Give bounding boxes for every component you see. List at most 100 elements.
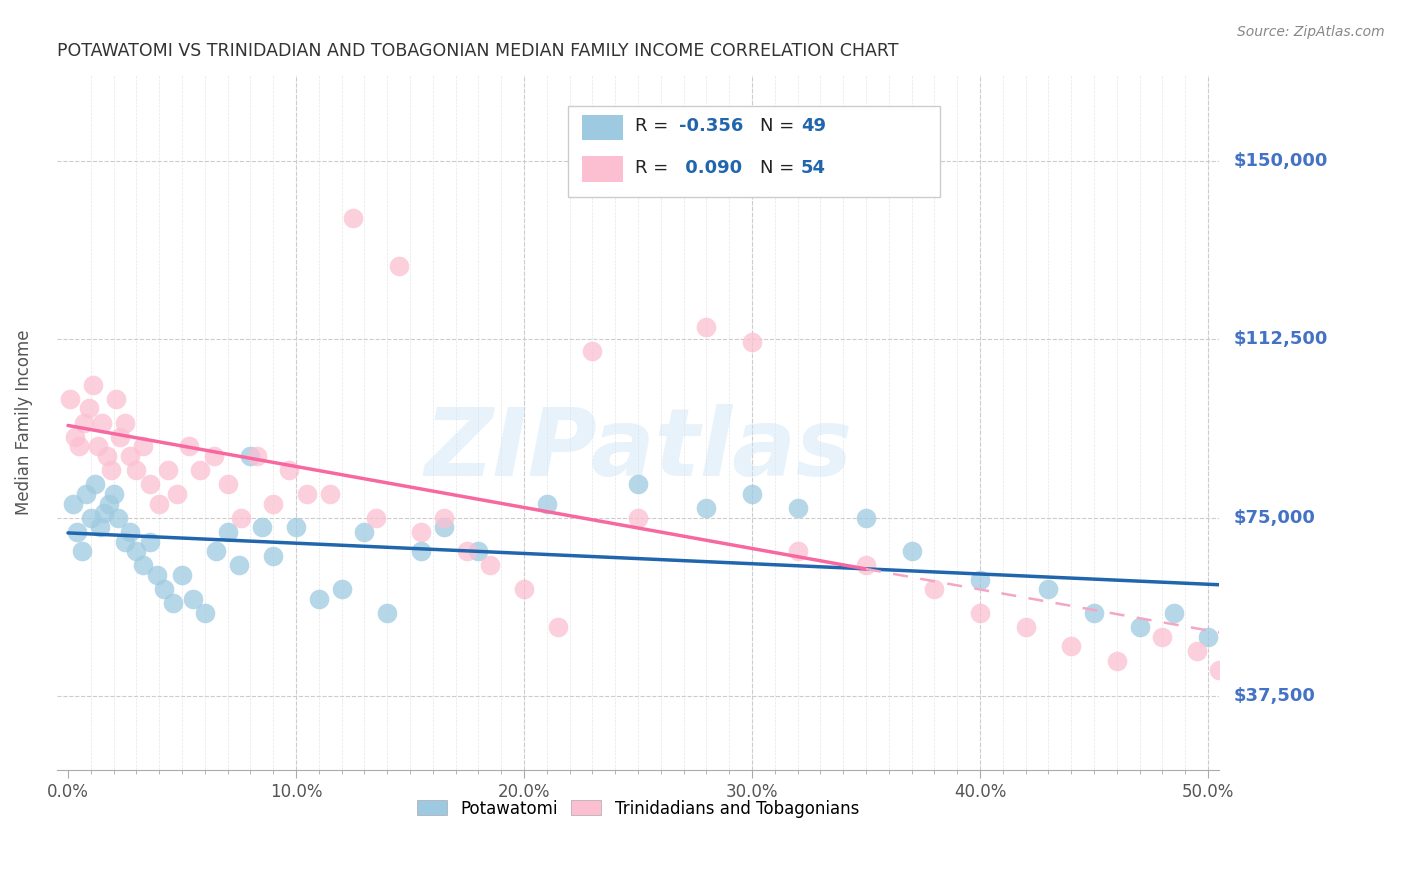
Point — [308, 591, 330, 606]
Point — [75, 487, 97, 501]
Point — [194, 606, 217, 620]
Point — [353, 524, 375, 539]
FancyBboxPatch shape — [582, 156, 623, 181]
Point — [104, 392, 127, 406]
Point — [139, 477, 162, 491]
Point — [285, 520, 308, 534]
Point — [741, 487, 763, 501]
Text: N =: N = — [761, 159, 800, 177]
Point — [900, 544, 922, 558]
Point — [1163, 606, 1185, 620]
Y-axis label: Median Family Income: Median Family Income — [15, 330, 32, 516]
Point — [170, 567, 193, 582]
Point — [188, 463, 211, 477]
Point — [217, 524, 239, 539]
Point — [132, 558, 155, 573]
Point — [433, 510, 456, 524]
Point — [695, 501, 717, 516]
Text: 0.090: 0.090 — [679, 159, 742, 177]
Point — [250, 520, 273, 534]
Text: -0.356: -0.356 — [679, 117, 744, 135]
Point — [364, 510, 387, 524]
Point — [969, 606, 991, 620]
Text: N =: N = — [761, 117, 800, 135]
Text: ZIPatlas: ZIPatlas — [425, 404, 852, 496]
Point — [132, 439, 155, 453]
Point — [125, 463, 148, 477]
Point — [177, 439, 200, 453]
Point — [100, 463, 122, 477]
Point — [855, 510, 877, 524]
Point — [319, 487, 342, 501]
Point — [166, 487, 188, 501]
Point — [262, 496, 284, 510]
Point — [467, 544, 489, 558]
Point — [93, 506, 115, 520]
Point — [388, 259, 411, 273]
Point — [67, 439, 90, 453]
Point — [375, 606, 398, 620]
Point — [627, 510, 650, 524]
Point — [89, 520, 111, 534]
Point — [433, 520, 456, 534]
Point — [217, 477, 239, 491]
Point — [125, 544, 148, 558]
Point — [924, 582, 946, 596]
Point — [146, 567, 169, 582]
Point — [627, 477, 650, 491]
Point — [183, 591, 205, 606]
Point — [969, 573, 991, 587]
Point — [231, 510, 253, 524]
Point — [107, 510, 129, 524]
Point — [513, 582, 536, 596]
Point — [581, 344, 603, 359]
Point — [148, 496, 170, 510]
Point — [80, 510, 103, 524]
Point — [63, 430, 86, 444]
Point — [278, 463, 301, 477]
Point — [536, 496, 558, 510]
Point — [73, 416, 96, 430]
Point — [157, 463, 180, 477]
Point — [297, 487, 319, 501]
Point — [330, 582, 353, 596]
Point — [114, 416, 136, 430]
Point — [239, 449, 262, 463]
FancyBboxPatch shape — [582, 115, 623, 140]
Point — [77, 401, 100, 416]
FancyBboxPatch shape — [568, 106, 941, 197]
Point — [1208, 663, 1230, 677]
Point — [228, 558, 250, 573]
Point — [478, 558, 501, 573]
Point — [66, 524, 89, 539]
Point — [246, 449, 269, 463]
Text: 49: 49 — [801, 117, 825, 135]
Text: $37,500: $37,500 — [1233, 687, 1315, 706]
Point — [205, 544, 228, 558]
Point — [59, 392, 82, 406]
Point — [103, 487, 125, 501]
Text: R =: R = — [634, 159, 673, 177]
Point — [96, 449, 118, 463]
Point — [786, 501, 808, 516]
Text: $150,000: $150,000 — [1233, 152, 1327, 169]
Point — [855, 558, 877, 573]
Text: $75,000: $75,000 — [1233, 508, 1315, 527]
Point — [91, 416, 114, 430]
Point — [411, 524, 433, 539]
Point — [152, 582, 174, 596]
Point — [456, 544, 478, 558]
Point — [1197, 630, 1219, 644]
Point — [547, 620, 569, 634]
Point — [1105, 654, 1128, 668]
Point — [202, 449, 225, 463]
Point — [1152, 630, 1174, 644]
Point — [114, 534, 136, 549]
Point — [110, 430, 132, 444]
Point — [84, 477, 107, 491]
Legend: Potawatomi, Trinidadians and Tobagonians: Potawatomi, Trinidadians and Tobagonians — [411, 793, 866, 824]
Point — [1014, 620, 1036, 634]
Text: $112,500: $112,500 — [1233, 330, 1327, 348]
Point — [139, 534, 162, 549]
Text: R =: R = — [634, 117, 673, 135]
